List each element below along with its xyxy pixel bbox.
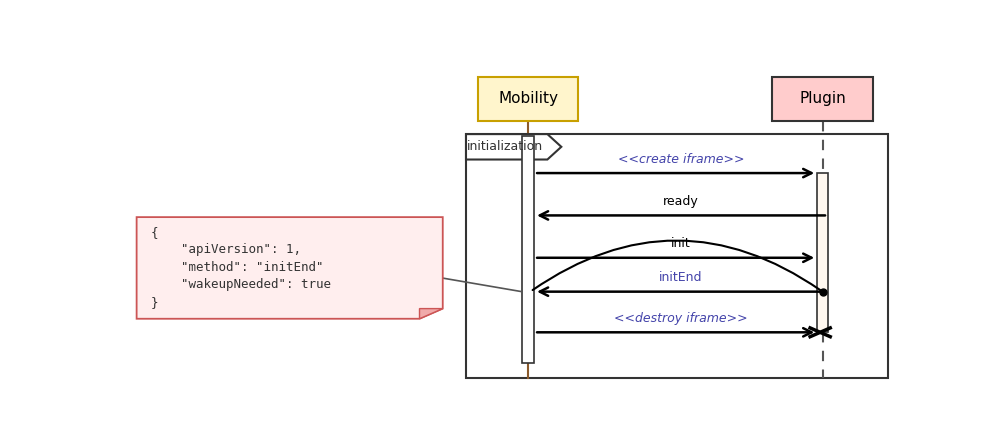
Bar [817,173,828,332]
Bar [772,77,873,121]
Polygon shape [137,217,443,319]
Text: "method": "initEnd": "method": "initEnd" [151,261,323,274]
Polygon shape [466,134,561,160]
FancyArrowPatch shape [533,241,820,290]
Text: <<destroy iframe>>: <<destroy iframe>> [614,312,748,325]
Text: ready: ready [663,195,699,208]
Text: "apiVersion": 1,: "apiVersion": 1, [151,243,301,256]
Text: Mobility: Mobility [498,91,558,106]
Bar [478,77,578,121]
Text: Plugin: Plugin [799,91,846,106]
Text: "wakeupNeeded": true: "wakeupNeeded": true [151,279,331,291]
Text: initialization: initialization [467,140,543,153]
Text: init: init [671,237,691,250]
Text: {: { [151,226,158,238]
Text: initEnd: initEnd [659,271,703,284]
Polygon shape [420,308,443,319]
Bar [466,134,888,378]
Text: <<create iframe>>: <<create iframe>> [618,153,744,165]
Text: }: } [151,296,158,309]
Bar [522,136,534,363]
